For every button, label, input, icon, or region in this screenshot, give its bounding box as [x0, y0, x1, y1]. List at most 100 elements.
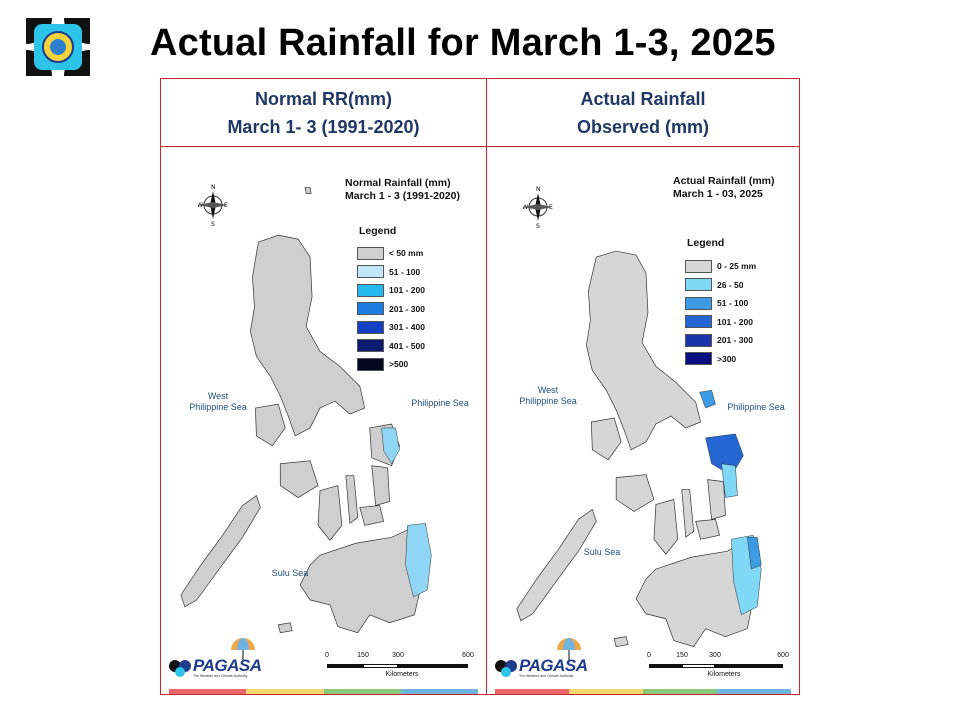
cebu-island	[681, 489, 695, 538]
leyte-rain-zone	[721, 463, 738, 498]
actual-rainfall-panel: Actual Rainfall Observed (mm)	[486, 78, 800, 695]
sea-label-sulu: Sulu Sea	[583, 547, 621, 557]
panel-header: Normal RR(mm) March 1- 3 (1991-2020)	[161, 79, 486, 147]
map-title-line1: Normal Rainfall (mm)	[345, 177, 451, 189]
legend-label: 201 - 300	[717, 335, 753, 346]
pagasa-tagline: The Weather and Climate Authority	[193, 674, 248, 678]
catanduanes-51-100-zone	[381, 427, 400, 465]
sea-label-east: Philippine Sea	[727, 402, 785, 412]
map-title: Normal Rainfall (mm) March 1 - 3 (1991-2…	[345, 177, 460, 203]
scale-tick: 600	[462, 652, 474, 659]
mindanao-landmass	[299, 524, 426, 634]
samar-rain-zone	[705, 433, 744, 476]
legend-item: 201 - 300	[685, 331, 756, 350]
palawan-island	[180, 494, 261, 608]
legend-item: 201 - 300	[357, 300, 425, 319]
compass-east: E	[224, 202, 228, 209]
pagasa-wordmark: PAGASA	[519, 656, 588, 675]
map-title-line2: March 1 - 03, 2025	[673, 188, 763, 200]
scale-tick: 0	[647, 652, 651, 659]
legend: < 50 mm 51 - 100 101 - 200 201 - 300 301 - 4…	[357, 244, 425, 374]
cebu-island	[345, 475, 359, 525]
sea-west-text: West Philippine Sea	[519, 385, 577, 406]
legend-title: Legend	[687, 237, 725, 249]
panel-header-line2: Observed (mm)	[576, 116, 710, 137]
compass-north: N	[536, 186, 541, 193]
legend-label: >500	[389, 359, 409, 370]
color-strip	[495, 689, 791, 694]
panel-header-line1: Normal RR(mm)	[254, 88, 392, 109]
pagasa-logo: PAGASA The Weather and Climate Authority	[493, 638, 588, 680]
panay-island	[615, 474, 655, 512]
scale-tick: 150	[676, 652, 688, 659]
legend-item: 51 - 100	[357, 263, 425, 282]
sea-label-west: West Philippine Sea	[517, 385, 579, 407]
sea-label-sulu: Sulu Sea	[271, 568, 309, 578]
palawan-island	[516, 508, 597, 622]
panel-header-line2: March 1- 3 (1991-2020)	[227, 116, 420, 137]
umbrella-icon	[557, 638, 581, 660]
compass-north: N	[211, 184, 216, 191]
sulu-islands	[613, 636, 629, 647]
sulu-islands	[277, 622, 293, 634]
map-title: Actual Rainfall (mm) March 1 - 03, 2025	[673, 175, 775, 201]
mindoro-island	[255, 403, 286, 447]
slide-title: Actual Rainfall for March 1-3, 2025	[150, 22, 776, 64]
legend-item: 101 - 200	[357, 281, 425, 300]
legend-item: >500	[357, 355, 425, 374]
legend-swatch	[685, 259, 712, 273]
legend-swatch	[357, 283, 384, 297]
legend-swatch	[685, 296, 712, 310]
legend: 0 - 25 mm 26 - 50 51 - 100 101 - 200 201 - 3…	[685, 257, 756, 368]
mindoro-island	[590, 417, 622, 461]
legend-label: 0 - 25 mm	[717, 261, 757, 272]
legend-label: 51 - 100	[717, 298, 749, 309]
map-title-line2: March 1 - 3 (1991-2020)	[345, 190, 460, 202]
legend-label: 201 - 300	[389, 303, 425, 314]
legend-label: 101 - 200	[717, 316, 753, 327]
scale-unit: Kilometers	[707, 671, 741, 678]
legend-swatch	[685, 278, 712, 292]
legend-title: Legend	[359, 225, 397, 237]
legend-item: 301 - 400	[357, 318, 425, 337]
umbrella-icon	[231, 638, 255, 660]
legend-label: >300	[717, 353, 737, 364]
luzon-landmass	[586, 250, 702, 451]
batanes-islands	[304, 187, 312, 194]
philippines-map	[180, 187, 432, 634]
sea-label-west: West Philippine Sea	[187, 391, 249, 413]
color-strip	[169, 689, 478, 694]
philippines-map	[516, 250, 762, 647]
legend-swatch	[357, 265, 384, 279]
negros-island	[653, 499, 679, 555]
panel-header-line1: Actual Rainfall	[580, 88, 706, 109]
caraga-rain-zone	[747, 537, 762, 570]
legend-item: 51 - 100	[685, 294, 756, 313]
pagasa-seal-logo	[22, 14, 94, 80]
east-mindanao-51-100-zone	[405, 523, 432, 598]
sea-label-east: Philippine Sea	[411, 398, 469, 408]
legend-label: 301 - 400	[389, 322, 425, 333]
catanduanes-rain-zone	[699, 389, 716, 409]
legend-swatch	[357, 339, 384, 353]
sea-west-text: West Philippine Sea	[189, 391, 247, 412]
legend-swatch	[685, 333, 712, 347]
legend-item: >300	[685, 350, 756, 369]
legend-swatch	[357, 302, 384, 316]
legend-label: 26 - 50	[717, 279, 744, 290]
normal-rainfall-panel: Normal RR(mm) March 1- 3 (1991-2020)	[160, 78, 487, 695]
scale-tick: 600	[777, 652, 789, 659]
legend-label: 51 - 100	[389, 266, 421, 277]
map-title-line1: Actual Rainfall (mm)	[673, 175, 775, 187]
normal-rainfall-map: N S W E Normal Rainfall (mm) March 1 - 3…	[161, 147, 486, 694]
pagasa-tagline: The Weather and Climate Authority	[519, 674, 574, 678]
legend-item: < 50 mm	[357, 244, 425, 263]
scale-tick: 150	[357, 652, 369, 659]
compass-south: S	[211, 221, 215, 227]
pagasa-wordmark: PAGASA	[193, 656, 262, 675]
legend-label: 101 - 200	[389, 285, 425, 296]
leyte-island	[371, 465, 390, 506]
north-arrow-icon: N S W E	[522, 185, 553, 230]
north-arrow-icon: N S W E	[197, 183, 228, 228]
legend-label: < 50 mm	[389, 248, 424, 259]
